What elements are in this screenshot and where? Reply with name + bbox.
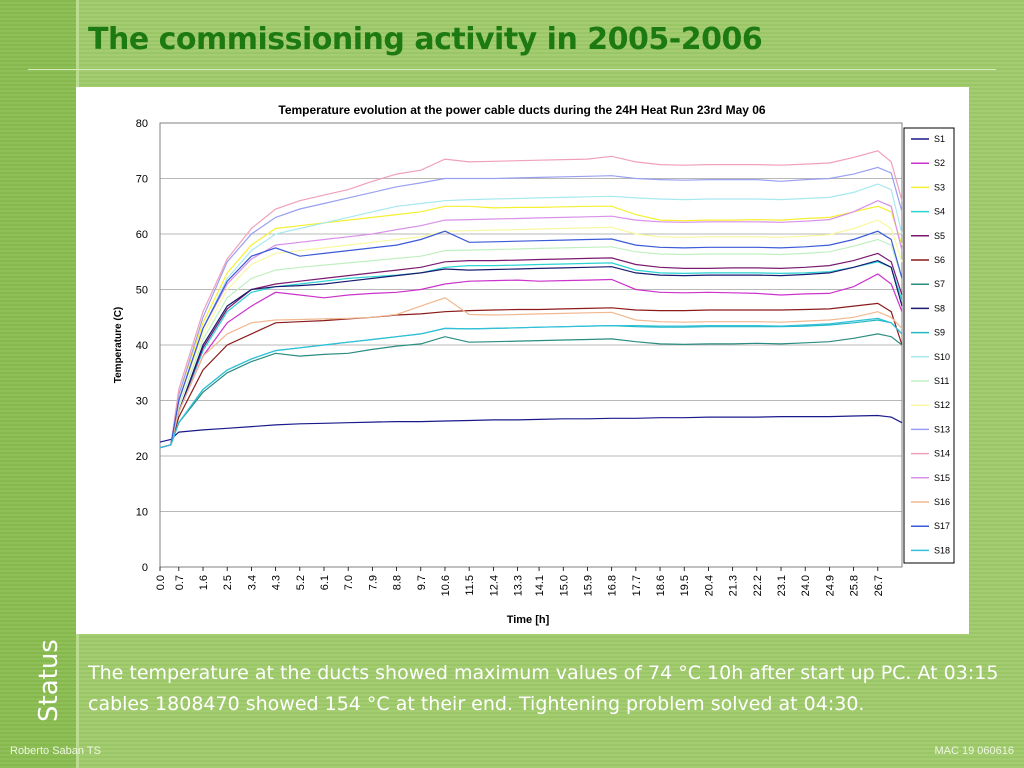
y-tick-label: 30 bbox=[136, 396, 148, 408]
legend-label-s7: S7 bbox=[934, 279, 945, 289]
x-tick-label: 7.0 bbox=[343, 575, 355, 590]
legend-label-s12: S12 bbox=[934, 400, 950, 410]
y-tick-label: 60 bbox=[136, 229, 148, 241]
legend-label-s15: S15 bbox=[934, 473, 950, 483]
series-line-s8 bbox=[159, 259, 903, 449]
x-tick-label: 15.0 bbox=[558, 575, 570, 596]
y-tick-label: 0 bbox=[142, 562, 148, 574]
legend-label-s6: S6 bbox=[934, 255, 945, 265]
legend-label-s16: S16 bbox=[934, 497, 950, 507]
series-line-s9 bbox=[159, 319, 903, 449]
x-tick-label: 10.6 bbox=[440, 575, 452, 596]
legend-label-s11: S11 bbox=[934, 376, 949, 386]
legend-label-s5: S5 bbox=[934, 231, 945, 241]
x-tick-label: 25.8 bbox=[849, 575, 861, 596]
body-text: The temperature at the ducts showed maxi… bbox=[88, 662, 999, 715]
series-line-s10 bbox=[159, 183, 903, 449]
x-tick-label: 22.2 bbox=[752, 575, 764, 596]
series-line-s18 bbox=[159, 317, 903, 449]
series-line-s14 bbox=[159, 150, 903, 449]
x-tick-label: 20.4 bbox=[703, 575, 715, 596]
legend-label-s18: S18 bbox=[934, 545, 950, 555]
x-tick-label: 4.3 bbox=[271, 575, 283, 590]
x-tick-label: 19.5 bbox=[679, 575, 691, 596]
series-line-s16 bbox=[159, 297, 903, 449]
legend-box bbox=[903, 127, 955, 564]
x-tick-label: 8.8 bbox=[392, 575, 404, 590]
series-line-s6 bbox=[159, 302, 903, 449]
series-line-s13 bbox=[159, 166, 903, 449]
y-tick-label: 50 bbox=[136, 285, 148, 297]
x-tick-label: 15.9 bbox=[582, 575, 594, 596]
legend-label-s3: S3 bbox=[934, 182, 945, 192]
status-label-wrap: Status bbox=[18, 639, 98, 722]
footer-author: Roberto Saban TS bbox=[10, 745, 101, 757]
x-tick-label: 13.3 bbox=[513, 575, 525, 596]
x-tick-label: 26.7 bbox=[873, 575, 885, 596]
legend-label-s13: S13 bbox=[934, 424, 950, 434]
chart-title: Temperature evolution at the power cable… bbox=[278, 103, 766, 117]
y-tick-label: 20 bbox=[136, 451, 148, 463]
x-tick-label: 18.6 bbox=[655, 575, 667, 596]
legend: S1 S2 S3 S4 S5 S6 S7 S8 S9 S10 S11 S12 S13 S14 S15 S16 S… bbox=[911, 134, 950, 555]
y-axis-ticks: 0 10 20 30 40 50 60 70 80 bbox=[136, 118, 148, 574]
legend-label-s2: S2 bbox=[934, 158, 945, 168]
y-tick-label: 40 bbox=[136, 340, 148, 352]
x-tick-label: 16.8 bbox=[607, 575, 619, 596]
x-tick-label: 17.7 bbox=[631, 575, 643, 596]
gridlines bbox=[160, 122, 902, 568]
y-axis-label: Temperature (C) bbox=[113, 307, 124, 384]
x-tick-label: 14.1 bbox=[534, 575, 546, 596]
temperature-chart: Temperature evolution at the power cable… bbox=[113, 103, 955, 626]
slide-title: The commissioning activity in 2005-2006 bbox=[88, 22, 763, 57]
legend-label-s1: S1 bbox=[934, 134, 945, 144]
x-tick-label: 0.7 bbox=[174, 575, 186, 590]
x-tick-label: 3.4 bbox=[246, 575, 258, 590]
x-tick-label: 23.1 bbox=[776, 575, 788, 596]
x-tick-label: 6.1 bbox=[319, 575, 331, 590]
x-tick-label: 0.0 bbox=[155, 575, 167, 590]
series-line-s17 bbox=[159, 230, 903, 449]
legend-label-s14: S14 bbox=[934, 449, 950, 459]
y-tick-label: 70 bbox=[136, 174, 148, 186]
series-line-s12 bbox=[159, 219, 903, 449]
x-tick-label: 21.3 bbox=[728, 575, 740, 596]
status-label: Status bbox=[34, 639, 64, 722]
side-bar bbox=[0, 0, 76, 768]
x-tick-label: 5.2 bbox=[295, 575, 307, 590]
x-tick-label: 24.9 bbox=[824, 575, 836, 596]
x-tick-label: 12.4 bbox=[488, 575, 500, 596]
title-divider bbox=[28, 69, 996, 70]
legend-label-s4: S4 bbox=[934, 207, 945, 217]
x-tick-label: 1.6 bbox=[198, 575, 210, 590]
x-tick-label: 2.5 bbox=[222, 575, 234, 590]
x-axis-ticks: 0.0 0.7 1.6 2.5 3.4 4.3 5.2 6.1 7.0 7.9 8.8 9.7 10.6… bbox=[155, 567, 885, 596]
legend-label-s9: S9 bbox=[934, 328, 945, 338]
series-line-s4 bbox=[159, 261, 903, 449]
y-tick-label: 80 bbox=[136, 118, 148, 130]
footer-meeting: MAC 19 060616 bbox=[934, 745, 1015, 757]
x-tick-label: 24.0 bbox=[800, 575, 812, 596]
x-axis-label: Time [h] bbox=[507, 614, 550, 626]
x-tick-label: 9.7 bbox=[416, 575, 428, 590]
legend-label-s10: S10 bbox=[934, 352, 950, 362]
x-tick-label: 7.9 bbox=[367, 575, 379, 590]
series-line-s1 bbox=[159, 414, 903, 443]
series-line-s3 bbox=[159, 205, 903, 449]
series-line-s5 bbox=[159, 252, 903, 449]
series-line-s2 bbox=[159, 273, 903, 449]
legend-label-s17: S17 bbox=[934, 521, 950, 531]
series-line-s7 bbox=[159, 333, 903, 449]
x-tick-label: 11.5 bbox=[464, 575, 476, 596]
y-tick-label: 10 bbox=[136, 507, 148, 519]
legend-label-s8: S8 bbox=[934, 303, 945, 313]
series-line-s11 bbox=[159, 238, 903, 449]
series-layer bbox=[159, 150, 903, 449]
chart-panel: Temperature evolution at the power cable… bbox=[76, 87, 969, 634]
